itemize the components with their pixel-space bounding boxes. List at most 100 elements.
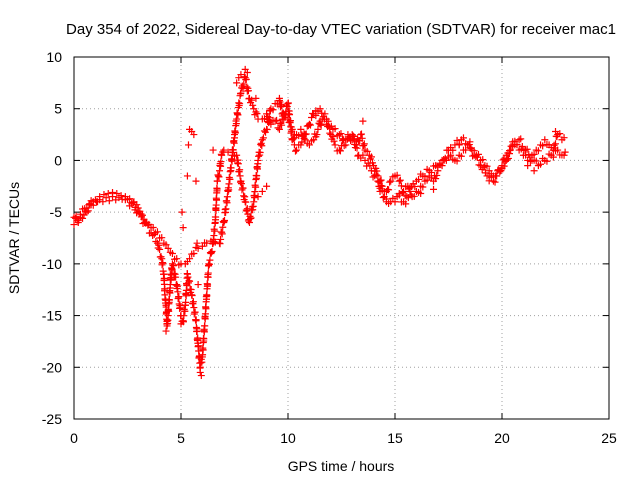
data-point [329,132,337,140]
data-point [136,207,144,215]
data-point [226,175,234,183]
data-point [245,218,253,226]
data-point [453,157,461,165]
data-point [186,255,194,263]
data-point [228,146,236,154]
data-point [138,211,146,219]
spike-point [382,198,390,206]
data-point [181,307,189,315]
data-point [191,308,199,316]
data-point [234,111,242,119]
spike-point [197,372,205,380]
data-point [221,216,229,224]
data-point [204,269,212,277]
data-point [242,198,250,206]
data-point [441,154,449,162]
data-point [256,148,264,156]
data-point [505,150,513,158]
data-point [372,171,380,179]
data-point [379,194,387,202]
data-point [400,187,408,195]
data-point [305,120,313,128]
data-point [377,182,385,190]
data-point [129,199,137,207]
data-point [180,312,188,320]
data-point [273,116,281,124]
x-tick-label: 10 [280,430,296,446]
data-point [481,169,489,177]
data-point [217,235,225,243]
data-point [477,162,485,170]
spike-point [275,96,283,104]
data-point [360,140,368,148]
data-point [139,220,147,228]
data-point [210,238,218,246]
spike-point [231,131,238,139]
data-point [283,103,291,111]
data-point [79,214,87,222]
data-point [201,322,209,330]
y-tick-label: -20 [42,359,62,375]
data-point [397,182,405,190]
data-point [174,288,182,296]
data-point [447,151,455,159]
data-point [335,131,343,139]
data-point [85,201,93,209]
data-point [194,244,202,252]
data-point [175,293,183,301]
data-point [259,134,267,142]
data-point [543,157,551,165]
data-point [242,75,250,83]
data-point [168,250,176,258]
x-axis-label: GPS time / hours [288,458,395,474]
data-point [539,142,547,150]
data-point [86,200,94,208]
data-point [225,180,233,188]
data-point [215,173,223,181]
spike-point [163,320,171,328]
spike-point [560,134,568,142]
data-point [475,161,483,169]
data-point [190,304,198,312]
data-point [395,177,403,185]
data-point [359,151,367,159]
data-point [501,157,509,165]
data-point [228,157,236,165]
data-point [423,176,431,184]
data-point [453,136,461,144]
data-point [432,175,440,183]
grid-lines [74,57,609,419]
spike-point [254,193,262,201]
data-point [350,133,358,141]
data-point [236,172,244,180]
x-tick-label: 0 [70,430,78,446]
data-point [489,177,497,185]
data-point [115,194,123,202]
data-point [113,190,121,198]
data-point [287,123,295,131]
data-point [291,147,299,155]
data-point [518,142,526,150]
data-point [457,152,465,160]
data-point [297,125,305,133]
spike-point [179,224,187,232]
data-point [211,227,219,235]
data-point [206,256,214,264]
data-point [199,346,207,354]
spike-point [164,306,172,314]
data-point [342,141,350,149]
data-point [357,130,365,138]
data-point [331,125,339,133]
data-point [189,298,197,306]
data-point [314,125,322,133]
data-point [326,124,334,132]
spike-point [252,94,260,102]
spike-point [196,368,204,376]
data-point [541,136,549,144]
data-point [137,213,145,221]
data-point [239,184,247,192]
data-point [237,180,245,188]
data-point [327,122,335,130]
data-point [349,132,357,140]
data-point [411,183,419,191]
